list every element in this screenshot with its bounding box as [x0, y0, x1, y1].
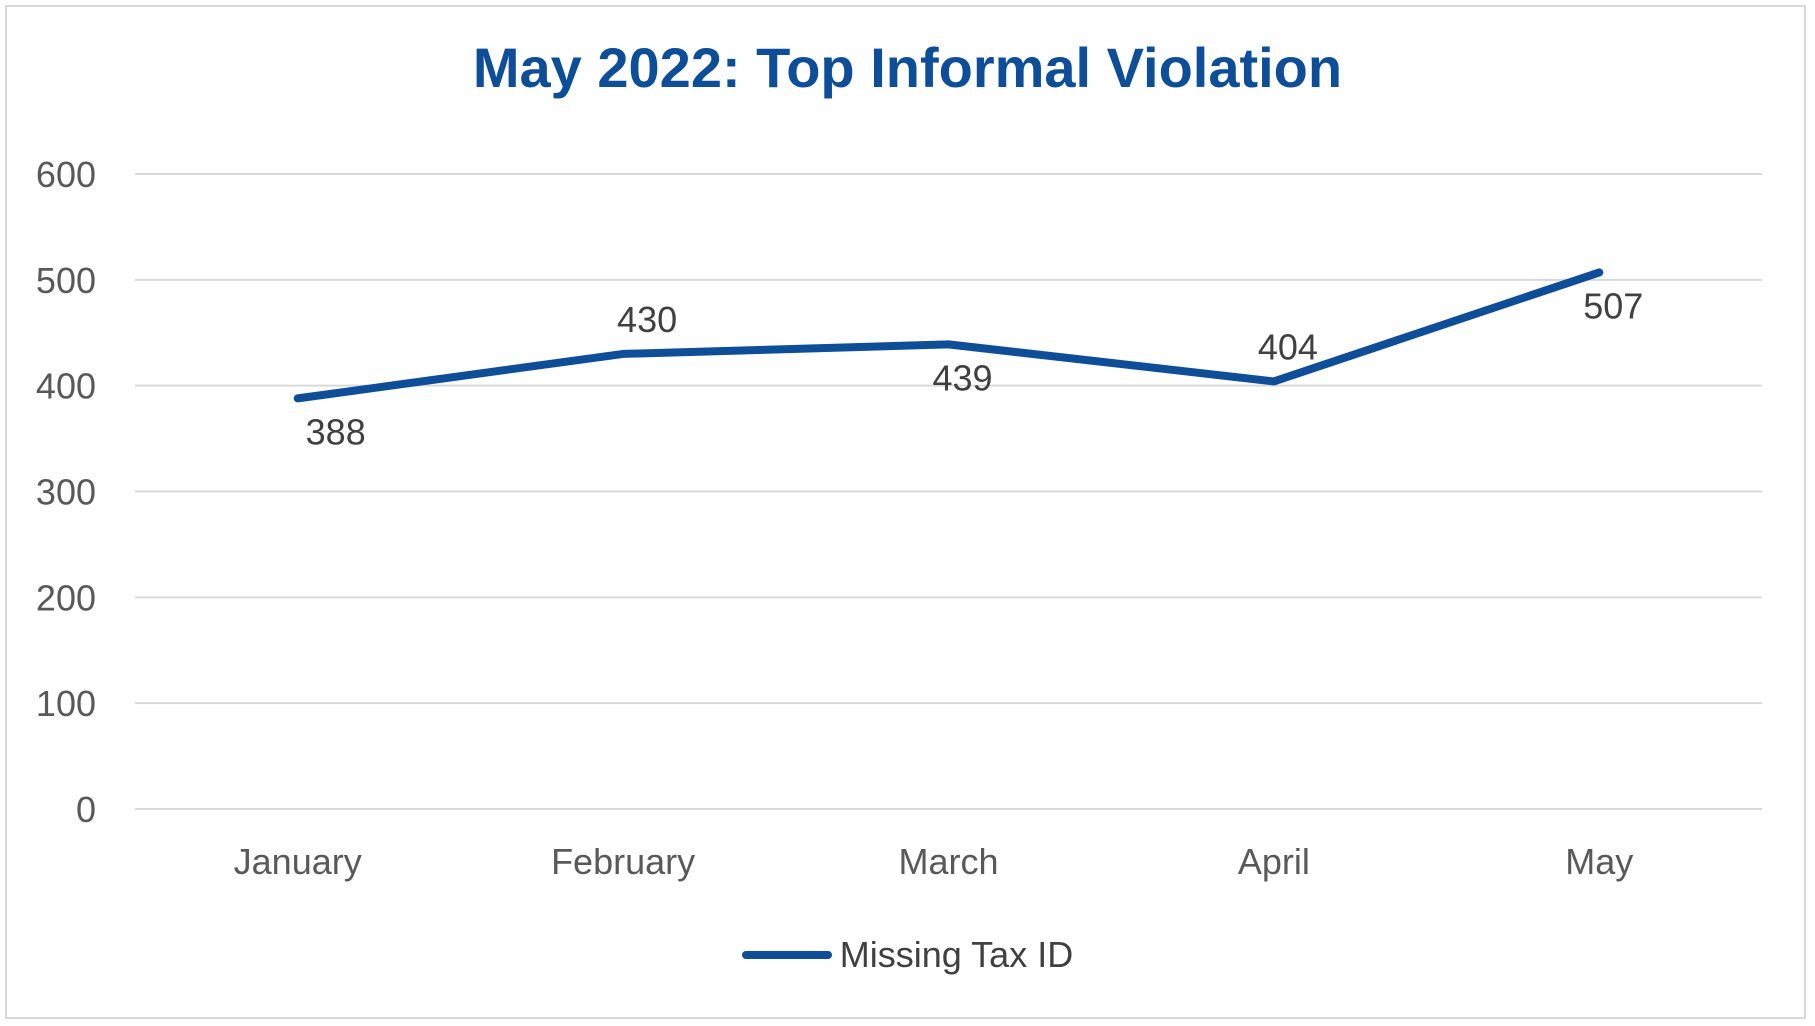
x-tick-label: April: [1238, 841, 1310, 882]
y-tick-label: 100: [36, 683, 96, 724]
x-tick-label: May: [1565, 841, 1633, 882]
data-label: 388: [306, 411, 366, 452]
legend: Missing Tax ID: [0, 930, 1815, 980]
chart-title: May 2022: Top Informal Violation: [472, 36, 1343, 99]
data-label: 430: [617, 299, 677, 340]
y-tick-label: 200: [36, 577, 96, 618]
y-tick-label: 500: [36, 260, 96, 301]
y-tick-label: 400: [36, 366, 96, 407]
y-tick-label: 600: [36, 154, 96, 195]
x-axis-ticks: January February March April May: [234, 841, 1634, 882]
data-label: 404: [1258, 326, 1318, 367]
data-label: 507: [1583, 285, 1643, 326]
x-tick-label: January: [234, 841, 362, 882]
y-tick-label: 0: [76, 789, 96, 830]
gridlines: [135, 173, 1762, 810]
legend-line-swatch: [741, 951, 832, 959]
series-group: [293, 268, 1604, 403]
y-axis-ticks: 0 100 200 300 400 500 600: [36, 154, 96, 830]
x-tick-label: March: [898, 841, 998, 882]
x-tick-label: February: [551, 841, 695, 882]
legend-label: Missing Tax ID: [839, 934, 1074, 975]
y-tick-label: 300: [36, 472, 96, 513]
data-labels: 388 430 439 404 507: [306, 285, 1644, 452]
data-label: 439: [932, 357, 992, 398]
